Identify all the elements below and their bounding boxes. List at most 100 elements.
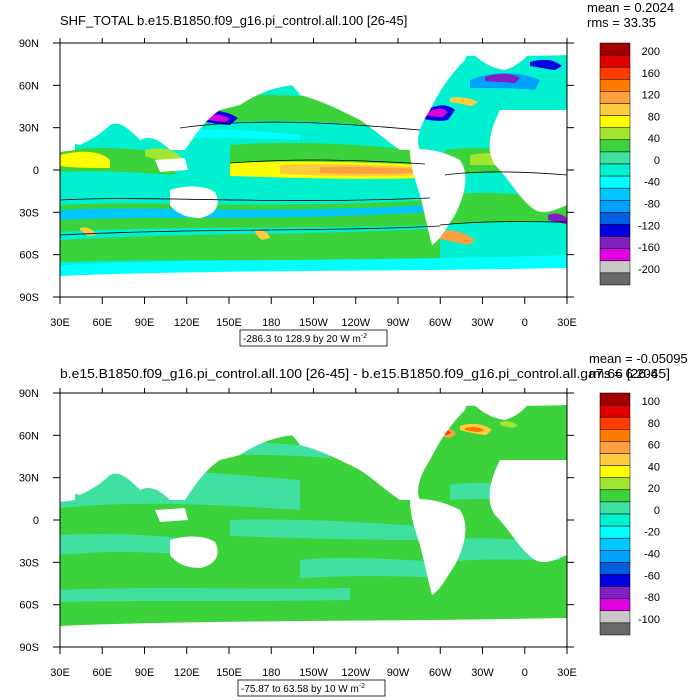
top-x-tick-label: 60E <box>92 317 112 329</box>
top-map-field <box>60 43 567 297</box>
top-colorbar-swatch <box>599 224 631 237</box>
top-colorbar-swatch <box>599 175 631 189</box>
top-colorbar-swatch <box>599 248 631 262</box>
bottom-x-tick-label: 120W <box>341 667 370 679</box>
top-colorbar-swatch <box>599 66 631 80</box>
bottom-x-tick-label: 90E <box>135 667 155 679</box>
bottom-colorbar-label: -40 <box>644 549 660 561</box>
top-stat-rms: rms = 33.35 <box>587 15 656 30</box>
bottom-colorbar-swatch <box>599 513 631 527</box>
top-colorbar-label: -80 <box>644 199 660 211</box>
top-x-tick-label: 150E <box>216 317 242 329</box>
top-colorbar-swatch <box>599 163 631 177</box>
bottom-stat-mean: mean = -0.05095 <box>589 351 688 366</box>
top-x-tick-label: 120E <box>174 317 200 329</box>
top-colorbar-swatch <box>599 212 631 225</box>
bottom-colorbar-swatch <box>599 574 631 587</box>
top-x-tick-label: 30E <box>557 317 577 329</box>
top-x-tick-label: 180 <box>262 317 280 329</box>
bottom-y-tick-label: 30S <box>19 557 39 569</box>
bottom-x-tick-label: 30E <box>50 667 70 679</box>
bottom-colorbar-swatch <box>599 501 631 515</box>
bottom-x-tick-label: 90W <box>387 667 410 679</box>
bottom-y-axis: 90N 60N 30N 0 30S 60S 90S <box>19 388 574 654</box>
bottom-x-axis: 30E 60E 90E 120E 150E 180 150W 120W 90W 60W 30W 0 30… <box>50 388 577 679</box>
bottom-map-field <box>60 393 567 647</box>
top-x-tick-label: 90W <box>387 317 410 329</box>
top-x-tick-label: 90E <box>135 317 155 329</box>
top-colorbar-swatch <box>599 103 631 116</box>
top-colorbar-swatch <box>599 42 631 56</box>
bottom-colorbar-label: 80 <box>648 418 660 430</box>
top-colorbar-label: 120 <box>642 90 660 102</box>
bottom-colorbar-swatch <box>599 610 631 624</box>
bottom-x-tick-label: 30W <box>471 667 494 679</box>
top-x-axis: 30E 60E 90E 120E 150E 180 150W 120W 90W 60W 30W 0 30… <box>50 38 577 329</box>
bottom-colorbar-label: -20 <box>644 527 660 539</box>
bottom-colorbar-swatch <box>599 586 631 599</box>
top-y-tick-label: 90N <box>19 38 39 50</box>
top-x-tick-label: 30W <box>471 317 494 329</box>
bottom-colorbar-swatch <box>599 477 631 491</box>
top-y-tick-label: 30N <box>19 123 39 135</box>
top-colorbar-swatch <box>599 272 631 286</box>
panel-total-shf: 30E 60E 90E 120E 150E 180 150W 120W 90W 60W 30W 0 30… <box>19 0 674 347</box>
bottom-colorbar-label: 0 <box>654 505 660 517</box>
bottom-colorbar-label: 60 <box>648 440 660 452</box>
top-chart-svg: 30E 60E 90E 120E 150E 180 150W 120W 90W 60W 30W 0 30… <box>19 0 674 347</box>
top-colorbar-swatch <box>599 54 631 68</box>
bottom-range-box <box>237 679 386 697</box>
top-x-tick-label: 60W <box>429 317 452 329</box>
top-colorbar-swatch <box>599 139 631 153</box>
bottom-x-tick-label: 150W <box>299 667 328 679</box>
bottom-colorbar: 100 80 60 40 20 0 -20 -40 -60 -80 -100 <box>599 392 660 636</box>
top-colorbar-swatch <box>599 91 631 104</box>
land-mask <box>60 393 567 647</box>
bottom-x-tick-label: 150E <box>216 667 242 679</box>
bottom-colorbar-label: 40 <box>648 461 660 473</box>
bottom-colorbar-swatch <box>599 562 631 575</box>
bottom-colorbar-swatch <box>599 453 631 466</box>
bottom-x-tick-label: 60E <box>92 667 112 679</box>
bottom-colorbar-swatch <box>599 598 631 612</box>
bottom-range-label: -75.87 to 63.58 by 10 W m-2 <box>241 683 365 695</box>
top-colorbar-label: -40 <box>644 177 660 189</box>
top-colorbar-swatch <box>599 115 631 128</box>
top-colorbar-swatch <box>599 151 631 165</box>
bottom-chart-svg: 30E 60E 90E 120E 150E 180 150W 120W 90W 60W 30W 0 30… <box>19 351 688 697</box>
top-colorbar-swatch <box>599 236 631 249</box>
bottom-colorbar-swatch <box>599 404 631 418</box>
bottom-y-tick-label: 90N <box>19 388 39 400</box>
bottom-colorbar-swatch <box>599 525 631 539</box>
top-colorbar: 200 160 120 80 40 0 -40 -80 -120 -160 -200 <box>599 42 660 286</box>
top-colorbar-label: 80 <box>648 111 660 123</box>
top-x-tick-label: 30E <box>50 317 70 329</box>
top-y-tick-label: 0 <box>33 165 39 177</box>
top-y-tick-label: 60S <box>19 250 39 262</box>
top-colorbar-swatch <box>599 79 631 92</box>
top-y-tick-label: 30S <box>19 207 39 219</box>
bottom-stat-rms: rms = 6.206 <box>589 366 658 381</box>
bottom-x-tick-label: 180 <box>262 667 280 679</box>
zero-contours <box>60 121 567 236</box>
bottom-x-tick-label: 0 <box>522 667 528 679</box>
bottom-y-tick-label: 60N <box>19 430 39 442</box>
bottom-colorbar-swatch <box>599 429 631 442</box>
bottom-colorbar-swatch <box>599 537 631 551</box>
top-x-tick-label: 150W <box>299 317 328 329</box>
top-x-tick-label: 120W <box>341 317 370 329</box>
bottom-y-tick-label: 60S <box>19 600 39 612</box>
panel-difference: 30E 60E 90E 120E 150E 180 150W 120W 90W 60W 30W 0 30… <box>0 350 700 700</box>
bottom-x-tick-label: 30E <box>557 667 577 679</box>
top-y-axis: 90N 60N 30N 0 30S 60S 90S <box>19 38 574 304</box>
top-range-box <box>239 329 388 347</box>
top-colorbar-label: -160 <box>638 242 660 254</box>
top-colorbar-label: 40 <box>648 133 660 145</box>
bottom-colorbar-label: -100 <box>638 614 660 626</box>
top-colorbar-swatch <box>599 127 631 141</box>
top-colorbar-label: 0 <box>654 155 660 167</box>
field-hotspots <box>437 421 518 438</box>
top-colorbar-swatch <box>599 260 631 274</box>
top-colorbar-swatch <box>599 187 631 201</box>
land-mask <box>60 43 567 297</box>
